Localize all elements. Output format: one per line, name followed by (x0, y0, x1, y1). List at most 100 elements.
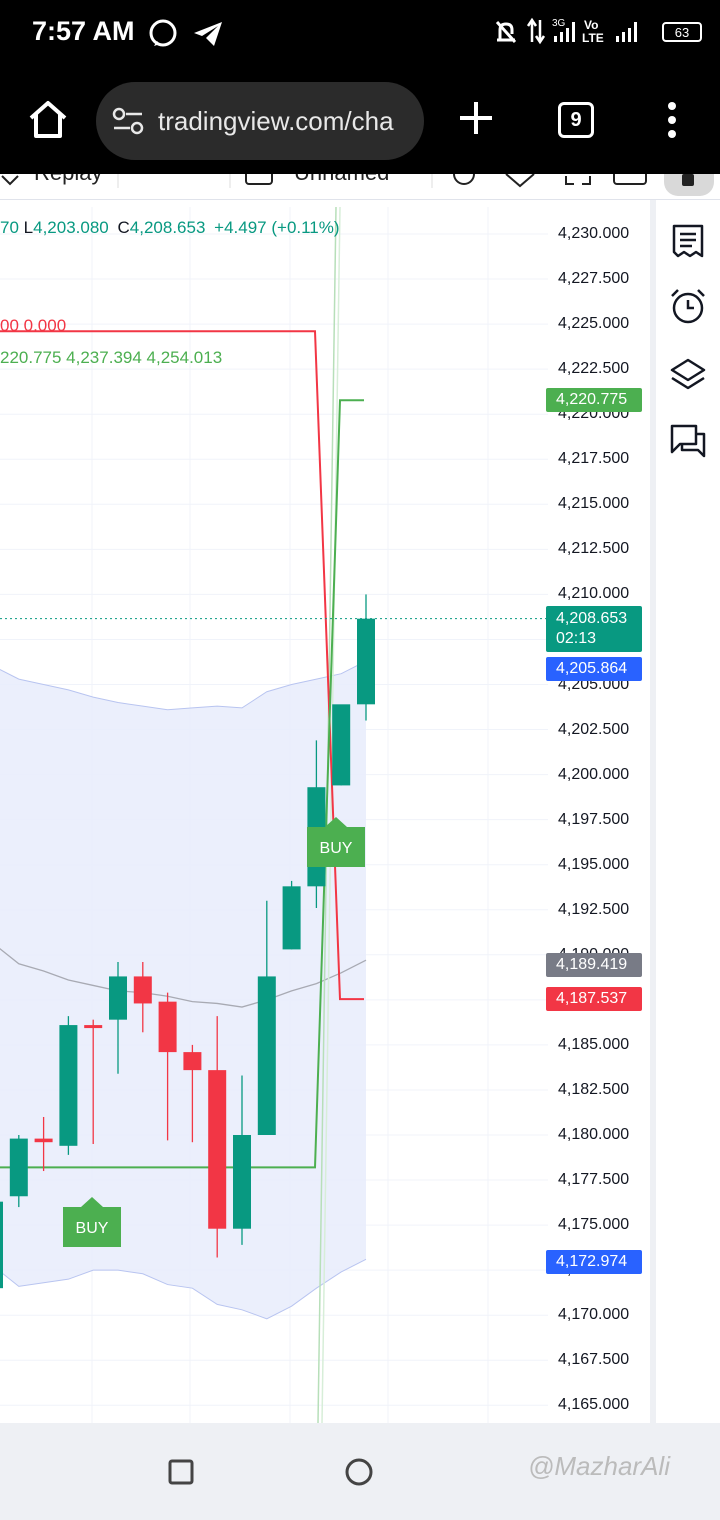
candle-body (109, 976, 127, 1020)
chat-icon[interactable] (668, 422, 708, 462)
price-tick: 4,165.000 (558, 1396, 630, 1414)
status-time: 7:57 AM (32, 16, 135, 46)
home-icon[interactable] (26, 98, 70, 142)
price-level-tag: 4,220.775 (546, 388, 642, 413)
price-level-tag: 4,187.537 (546, 987, 642, 1012)
more-menu-icon[interactable] (660, 100, 684, 140)
candle-body (208, 1070, 227, 1229)
price-tick: 4,195.000 (558, 855, 630, 873)
bar-countdown: 02:13 (556, 629, 597, 647)
price-level-tag: 4,172.974 (546, 1249, 642, 1274)
ohlc-close: 4,208.653 (129, 218, 206, 237)
ohlc-low-label: L (23, 218, 34, 237)
price-level-value: 4,172.974 (556, 1252, 628, 1270)
take-profit-line (0, 399, 364, 1169)
bollinger-upper (0, 660, 367, 711)
price-tick: 4,185.000 (558, 1035, 630, 1053)
price-tick: 4,182.500 (558, 1080, 630, 1098)
indicator-green-legend: 220.775 4,237.394 4,254.013 (0, 348, 223, 367)
price-tick: 4,210.000 (558, 585, 630, 603)
price-tick: 4,167.500 (558, 1351, 630, 1369)
price-tick: 4,222.500 (558, 360, 630, 378)
candle-body (9, 1138, 28, 1197)
price-tick: 4,175.000 (558, 1216, 630, 1234)
price-level-tag: 4,189.419 (546, 953, 642, 978)
toolbar-icons (1, 174, 714, 196)
buy-signal-label: BUY (63, 1197, 121, 1247)
price-tick: 4,197.500 (558, 810, 630, 828)
candle-body (257, 976, 276, 1135)
price-level-tag: 4,205.864 (546, 656, 642, 681)
price-tick: 4,215.000 (558, 495, 630, 513)
price-level-value: 4,187.537 (556, 990, 628, 1008)
network-type: 3G (552, 18, 566, 29)
address-bar[interactable]: tradingview.com/cha (96, 82, 424, 160)
price-level-value: 4,208.653 (556, 609, 628, 627)
price-tick: 4,177.500 (558, 1171, 630, 1189)
chart-pane[interactable]: BUY BUY (0, 206, 548, 1424)
site-settings-icon[interactable] (112, 107, 144, 135)
status-notification-icons (148, 18, 228, 55)
price-level-tag: 4,208.653 02:13 (546, 605, 642, 652)
candle-body (34, 1138, 53, 1143)
stop-loss-line (0, 330, 364, 1001)
watermark-text: @MazharAli (528, 1451, 670, 1481)
vertical-guide-line (321, 206, 341, 1424)
price-tick: 4,202.500 (558, 720, 630, 738)
indicator-red-legend: 00 0.000 (0, 316, 67, 335)
candle-body (84, 1025, 103, 1029)
home-nav-icon[interactable] (344, 1457, 374, 1487)
signal-icons: 3G Vo LTE (495, 17, 637, 45)
price-tick: 4,200.000 (558, 765, 630, 783)
price-scale[interactable]: 4,230.000 4,227.500 4,225.000 4,222.500 4,22… (546, 207, 650, 1423)
ohlc-open-tail: 70 (0, 218, 19, 237)
browser-toolbar: tradingview.com/cha 9 (0, 68, 720, 174)
status-right-icons: 3G Vo LTE 63 (492, 16, 702, 48)
candle-body (233, 1135, 251, 1229)
recents-icon[interactable] (166, 1457, 196, 1487)
ohlc-close-label: C (117, 218, 130, 237)
price-tick: 4,192.500 (558, 900, 630, 918)
price-tick: 4,212.500 (558, 540, 630, 558)
system-nav-bar: @MazharAli (0, 1423, 720, 1520)
layout-name[interactable]: Unnamed (294, 174, 389, 186)
url-text: tradingview.com/cha (158, 105, 394, 136)
watchlist-icon[interactable] (668, 222, 708, 262)
svg-text:LTE: LTE (582, 31, 604, 45)
candle-body (332, 704, 351, 786)
candle-body (133, 976, 152, 1004)
buy-label-text: BUY (320, 840, 353, 857)
price-tick: 4,227.500 (558, 270, 630, 288)
alarm-icon[interactable] (668, 286, 708, 326)
price-tick: 4,170.000 (558, 1306, 630, 1324)
price-level-value: 4,220.775 (556, 391, 628, 409)
ohlc-low: 4,203.080 (33, 218, 109, 237)
candle-body (59, 1025, 78, 1146)
whatsapp-telegram-icon (149, 19, 222, 47)
price-tick: 4,225.000 (558, 315, 630, 333)
svg-text:Vo: Vo (584, 18, 598, 32)
candle-body (357, 618, 375, 705)
price-tick: 4,230.000 (558, 225, 630, 242)
candle-body (158, 1001, 177, 1053)
battery-indicator: 63 (662, 22, 702, 42)
status-bar: 7:57 AM 3G Vo LTE 63 (0, 0, 720, 68)
bollinger-band-fill (0, 661, 366, 1319)
new-tab-icon[interactable] (456, 98, 496, 138)
candle-body (183, 1052, 202, 1071)
buy-signal-label: BUY (307, 817, 365, 867)
candle-body (282, 886, 301, 950)
right-side-panel (650, 200, 720, 1423)
price-tick: 4,180.000 (558, 1126, 630, 1143)
bollinger-lower (0, 1258, 367, 1320)
replay-button[interactable]: Replay (34, 174, 102, 186)
price-level-value: 4,189.419 (556, 956, 628, 974)
chart-toolbar-strip: Replay Unnamed (0, 174, 720, 200)
tab-switcher-button[interactable]: 9 (558, 102, 594, 138)
bollinger-middle (0, 947, 367, 1008)
ohlc-change: +4.497 (+0.11%) (214, 218, 340, 237)
candlestick-chart[interactable]: BUY BUY (0, 206, 548, 1424)
price-tick: 4,217.500 (558, 450, 630, 468)
layers-icon[interactable] (668, 354, 708, 394)
price-level-value: 4,205.864 (556, 659, 628, 677)
